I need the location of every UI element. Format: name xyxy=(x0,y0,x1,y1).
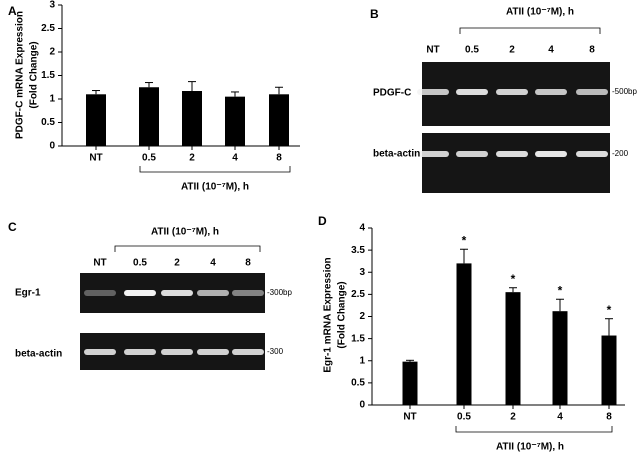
lane-label: 2 xyxy=(509,45,515,56)
band xyxy=(417,89,449,95)
x-axis-label: ATII (10⁻⁷M), h xyxy=(181,182,249,193)
lane-label: 4 xyxy=(210,258,216,269)
x-tick-label: 2 xyxy=(510,412,516,423)
significance-mark: * xyxy=(607,303,612,317)
size-marker: -300bp xyxy=(267,288,292,297)
size-marker: -500bp xyxy=(612,87,637,96)
y-tick-label: 2.5 xyxy=(41,23,55,34)
gel-header: ATII (10⁻⁷M), h xyxy=(506,7,574,18)
y-tick-label: 0.5 xyxy=(351,378,365,389)
x-tick-label: NT xyxy=(89,153,102,164)
x-tick-label: 4 xyxy=(557,412,563,423)
size-marker: -300 xyxy=(267,347,284,356)
bar xyxy=(456,263,472,405)
bar xyxy=(182,91,202,146)
y-tick-label: 3 xyxy=(359,267,365,278)
size-marker: -200 xyxy=(612,149,629,158)
bracket xyxy=(459,27,601,34)
lane-label: 8 xyxy=(245,258,251,269)
y-tick-label: 1 xyxy=(359,355,365,366)
x-tick-label: 8 xyxy=(606,412,612,423)
row-label: beta-actin xyxy=(15,349,62,360)
bar xyxy=(269,94,289,146)
band xyxy=(496,89,528,95)
row-label: Egr-1 xyxy=(15,288,41,299)
y-tick-label: 0 xyxy=(49,141,55,152)
y-tick-label: 4 xyxy=(359,223,365,234)
band xyxy=(535,89,567,95)
band xyxy=(232,290,264,296)
band xyxy=(456,89,488,95)
bar xyxy=(86,94,106,146)
significance-mark: * xyxy=(462,233,467,247)
y-tick-label: 3 xyxy=(49,0,55,11)
bar xyxy=(139,87,159,146)
band xyxy=(124,349,156,355)
panel-label: D xyxy=(318,214,327,228)
y-tick-label: 1.5 xyxy=(41,70,55,81)
y-tick-label: 3.5 xyxy=(351,245,365,256)
band xyxy=(84,349,116,355)
band xyxy=(124,290,156,296)
band xyxy=(197,290,229,296)
band xyxy=(232,349,264,355)
lane-label: 4 xyxy=(548,45,554,56)
x-tick-label: 4 xyxy=(232,153,238,164)
bracket xyxy=(139,166,291,173)
significance-mark: * xyxy=(511,272,516,286)
band xyxy=(576,151,608,157)
y-axis-label: (Fold Change) xyxy=(29,41,40,108)
band xyxy=(456,151,488,157)
y-tick-label: 2.5 xyxy=(351,289,365,300)
y-tick-label: 0 xyxy=(359,400,365,411)
y-tick-label: 1 xyxy=(49,94,55,105)
y-tick-label: 2 xyxy=(49,47,55,58)
y-axis-label: PDGF-C mRNA Expression xyxy=(15,11,26,139)
panel-label: B xyxy=(370,7,379,21)
x-tick-label: 8 xyxy=(276,153,282,164)
bar xyxy=(225,96,245,146)
y-tick-label: 2 xyxy=(359,311,365,322)
x-tick-label: NT xyxy=(403,412,416,423)
band xyxy=(197,349,229,355)
bracket xyxy=(114,245,261,252)
bar xyxy=(402,361,418,405)
x-tick-label: 2 xyxy=(189,153,195,164)
lane-label: 0.5 xyxy=(465,45,479,56)
lane-label: 8 xyxy=(589,45,595,56)
panel-label: C xyxy=(8,220,17,234)
significance-mark: * xyxy=(558,283,563,297)
row-label: beta-actin xyxy=(373,149,420,160)
y-tick-label: 1.5 xyxy=(351,333,365,344)
gel-header: ATII (10⁻⁷M), h xyxy=(151,227,219,238)
band xyxy=(535,151,567,157)
band xyxy=(161,290,193,296)
y-axis-label: (Fold Change) xyxy=(337,281,348,348)
gel-image xyxy=(422,133,610,193)
lane-label: 0.5 xyxy=(133,258,147,269)
x-tick-label: 0.5 xyxy=(457,412,471,423)
x-axis-label: ATII (10⁻⁷M), h xyxy=(496,442,564,452)
y-axis-label: Egr-1 mRNA Expression xyxy=(323,257,334,372)
lane-label: NT xyxy=(426,45,439,56)
band xyxy=(576,89,608,95)
band xyxy=(84,290,116,296)
row-label: PDGF-C xyxy=(373,88,411,99)
band xyxy=(417,151,449,157)
lane-label: 2 xyxy=(174,258,180,269)
band xyxy=(161,349,193,355)
panel-label: A xyxy=(8,4,17,18)
bar xyxy=(505,292,521,405)
x-tick-label: 0.5 xyxy=(142,153,156,164)
band xyxy=(496,151,528,157)
lane-label: NT xyxy=(93,258,106,269)
bracket xyxy=(455,426,613,433)
y-tick-label: 0.5 xyxy=(41,117,55,128)
bar xyxy=(601,335,617,405)
bar xyxy=(552,311,568,405)
